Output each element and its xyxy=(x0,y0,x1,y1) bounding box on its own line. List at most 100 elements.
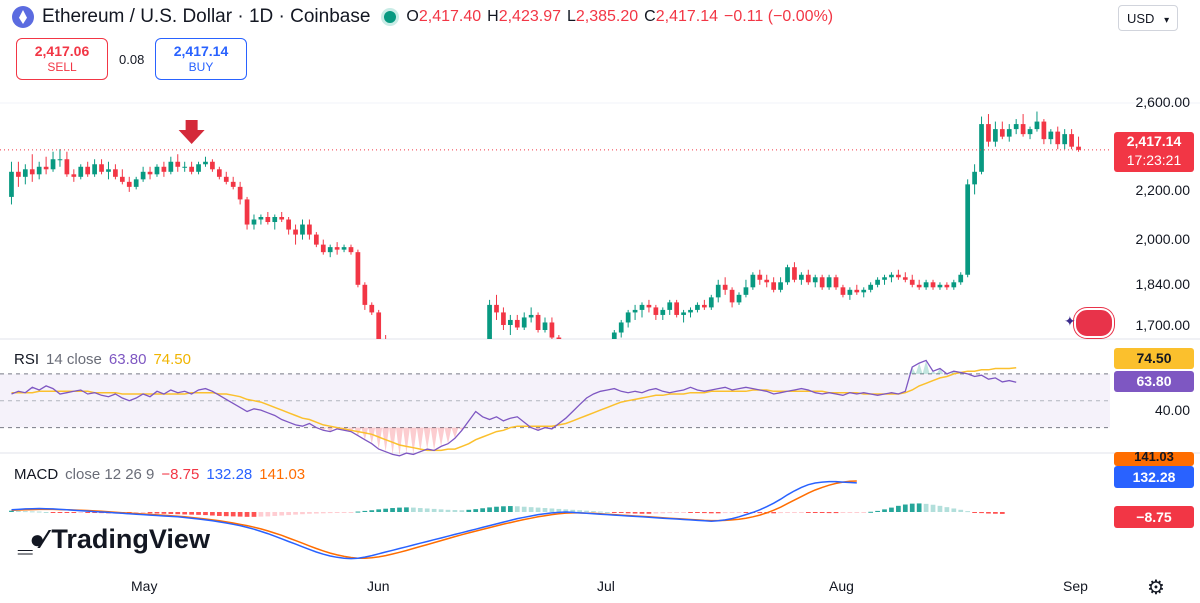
macd-hist-value: −8.75 xyxy=(161,466,200,483)
sell-price: 2,417.06 xyxy=(34,43,90,59)
macd-histogram-bar xyxy=(140,512,146,514)
macd-histogram-bar xyxy=(390,508,395,512)
candle-body xyxy=(902,277,908,280)
macd-histogram-bar xyxy=(625,512,631,514)
settings-icon[interactable]: ⚙ xyxy=(1147,577,1165,599)
candle-body xyxy=(272,217,278,223)
price-tick: 1,700.00 xyxy=(1135,317,1191,333)
macd-histogram-bar xyxy=(369,510,375,512)
candle-body xyxy=(653,307,659,315)
candle-body xyxy=(147,171,153,175)
candle-body xyxy=(1020,124,1026,135)
candle-body xyxy=(216,169,222,177)
candle-body xyxy=(279,217,285,220)
candle-body xyxy=(799,274,804,280)
ohlc-values: O2,417.40 H2,423.97 L2,385.20 C2,417.14 … xyxy=(406,8,833,26)
candle-body xyxy=(702,304,707,308)
macd-histogram-bar xyxy=(29,511,35,513)
candle-body xyxy=(805,274,811,283)
macd-histogram-bar xyxy=(708,512,714,514)
candle-body xyxy=(1048,131,1054,140)
brand-name: TradingView xyxy=(51,524,210,554)
candle-body xyxy=(695,304,700,310)
buy-price: 2,417.14 xyxy=(173,43,229,59)
last-price-value: 2,417.14 xyxy=(1126,133,1182,149)
macd-histogram-bar xyxy=(307,512,312,514)
candle-body xyxy=(126,181,132,187)
macd-params: close 12 26 9 xyxy=(65,466,155,483)
macd-histogram-bar xyxy=(507,506,513,512)
candle-body xyxy=(327,247,333,253)
candle-body xyxy=(43,166,49,170)
macd-histogram-bar xyxy=(840,512,846,513)
price-tick: 2,200.00 xyxy=(1135,182,1191,198)
candle-body xyxy=(286,219,291,230)
candle-body xyxy=(986,124,991,142)
ohlc-key: O xyxy=(406,8,419,25)
macd-histogram-bar xyxy=(341,512,347,513)
macd-histogram-bar xyxy=(50,512,56,513)
candle-body xyxy=(376,312,382,339)
macd-histogram-bar xyxy=(577,510,583,512)
candle-body xyxy=(688,309,693,313)
macd-histogram-bar xyxy=(847,512,853,513)
candle-body xyxy=(362,284,368,305)
macd-histogram-bar xyxy=(965,511,971,513)
candle-body xyxy=(937,284,943,288)
candle-body xyxy=(535,314,541,330)
macd-histogram-bar xyxy=(514,506,520,512)
price-tick: 1,840.00 xyxy=(1135,276,1191,292)
macd-histogram-bar xyxy=(826,512,832,514)
macd-histogram-bar xyxy=(923,503,929,512)
macd-histogram-bar xyxy=(702,512,707,514)
currency-select[interactable]: USD ▾ xyxy=(1118,5,1178,31)
macd-histogram-bar xyxy=(605,512,610,513)
candle-body xyxy=(307,224,312,235)
macd-histogram-bar xyxy=(320,512,326,514)
macd-histogram-bar xyxy=(64,512,70,513)
macd-legend[interactable]: MACD close 12 26 9 −8.75 132.28 141.03 xyxy=(14,466,305,483)
macd-histogram-bar xyxy=(722,512,728,514)
macd-histogram-bar xyxy=(757,512,763,514)
rsi-legend[interactable]: RSI 14 close 63.80 74.50 xyxy=(14,351,191,368)
macd-histogram-bar xyxy=(902,504,908,512)
macd-histogram-bar xyxy=(383,508,388,512)
buy-button[interactable]: 2,417.14 BUY xyxy=(155,38,247,80)
candle-body xyxy=(847,289,853,295)
macd-histogram-bar xyxy=(404,507,409,512)
candle-body xyxy=(1034,121,1040,130)
macd-hist-tag: −8.75 xyxy=(1114,506,1194,528)
candle-body xyxy=(660,309,666,315)
candle-body xyxy=(175,161,181,167)
macd-histogram-bar xyxy=(348,512,354,513)
macd-histogram-bar xyxy=(896,505,901,512)
us-flag-event-icon[interactable] xyxy=(1074,308,1114,338)
macd-histogram-bar xyxy=(528,507,534,512)
macd-histogram-bar xyxy=(313,512,319,514)
candle-body xyxy=(993,129,998,142)
macd-histogram-bar xyxy=(958,509,964,512)
candle-body xyxy=(494,304,499,313)
sell-button[interactable]: 2,417.06 SELL xyxy=(16,38,108,80)
candle-body xyxy=(708,297,714,308)
macd-histogram-bar xyxy=(36,511,42,513)
candle-body xyxy=(119,176,125,182)
candle-body xyxy=(757,274,763,280)
tradingview-logo[interactable]: ‗●⁄ TradingView xyxy=(18,524,210,555)
candle-body xyxy=(632,309,638,313)
candle-body xyxy=(106,169,111,172)
macd-histogram-bar xyxy=(272,512,278,516)
macd-histogram-bar xyxy=(244,512,250,517)
candle-body xyxy=(161,166,167,172)
candle-body xyxy=(605,345,610,350)
macd-histogram-bar xyxy=(210,512,215,516)
candle-body xyxy=(715,284,721,298)
macd-histogram-bar xyxy=(986,512,991,514)
symbol-title-row[interactable]: Ethereum / U.S. Dollar · 1D · Coinbase O… xyxy=(12,6,833,28)
macd-histogram-bar xyxy=(805,512,811,513)
candle-body xyxy=(313,234,319,245)
rsi-name: RSI xyxy=(14,351,40,368)
macd-histogram-bar xyxy=(175,512,181,515)
macd-histogram-bar xyxy=(688,512,693,513)
